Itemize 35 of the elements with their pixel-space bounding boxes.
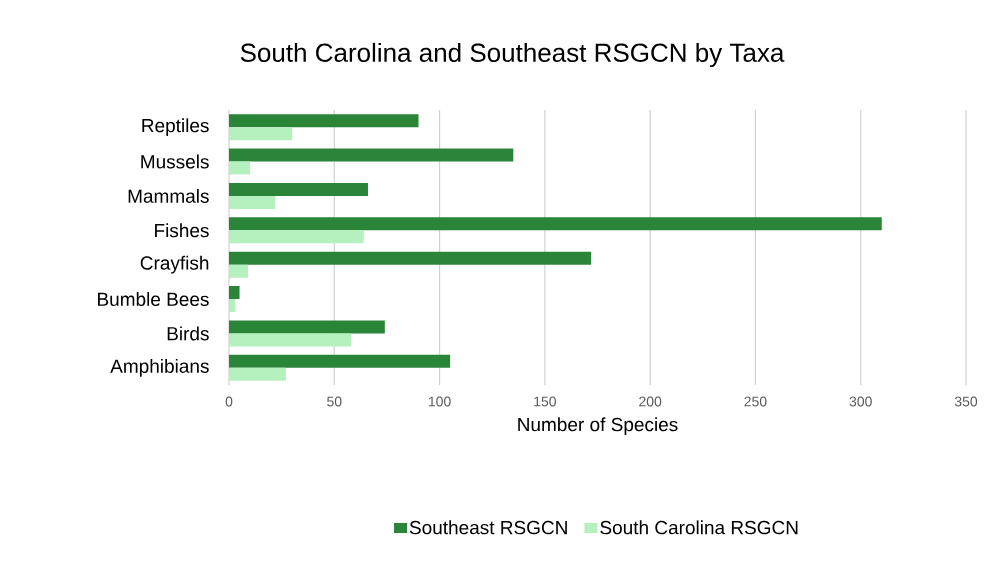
bar [229,333,352,347]
bar [229,182,368,196]
bar [229,114,419,128]
x-tick-label: 200 [639,396,662,407]
y-tick-label: Mussels [141,154,209,169]
bar [229,264,248,278]
bar [229,148,514,162]
y-tick-label: Crayfish [140,255,209,274]
bar [229,286,240,300]
bar [229,161,251,175]
y-tick-label: Reptiles [142,118,209,137]
x-tick-label: 150 [534,396,556,407]
x-axis-title: Number of Species [518,417,678,436]
bar [229,367,286,381]
bar [229,217,882,231]
y-tick-label: Fishes [155,223,209,238]
x-tick-label: 0 [225,396,233,407]
bar [229,127,293,141]
y-tick-label: Bumble Bees [98,292,209,307]
bar [229,251,592,265]
y-tick-label: Mammals [128,188,209,203]
x-tick-label: 300 [849,396,872,407]
chart-title: South Carolina and Southeast RSGCN by Taxa [240,42,785,68]
legend-label: South Carolina RSGCN [600,520,798,535]
y-tick-label: Birds [167,326,209,341]
bar [229,320,385,334]
x-tick-label: 50 [327,396,342,407]
bar [229,195,276,209]
y-tick-label: Amphibians [110,358,209,377]
x-tick-label: 100 [428,396,451,407]
x-tick-label: 350 [954,396,978,407]
x-tick-label: 250 [744,396,767,407]
legend-label: Southeast RSGCN [409,520,567,535]
bar [229,354,451,368]
bar [229,230,364,244]
